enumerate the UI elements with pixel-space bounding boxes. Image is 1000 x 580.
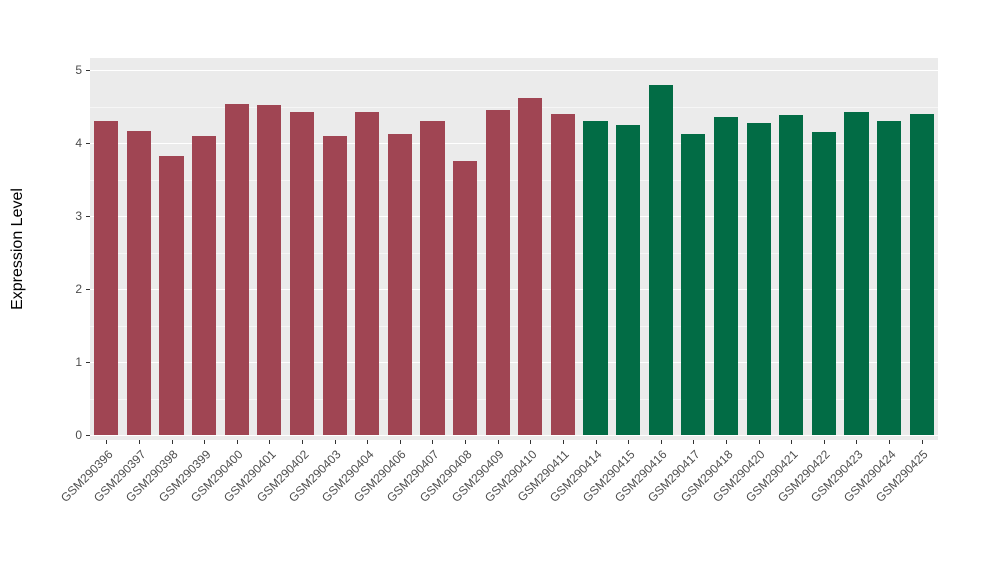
gridline-minor <box>90 325 938 327</box>
x-axis-tick-mark <box>302 440 303 444</box>
x-axis-tick-mark <box>758 440 760 444</box>
x-axis-tick-mark <box>367 440 369 444</box>
y-axis-tick-mark <box>86 362 90 363</box>
x-axis-tick-mark <box>693 440 695 444</box>
x-axis-tick-mark <box>399 440 401 444</box>
bar-GSM290400 <box>224 104 249 435</box>
y-axis-tick-label: 1 <box>75 355 82 369</box>
y-axis-tick-label: 5 <box>75 63 82 77</box>
bar-GSM290410 <box>518 97 543 435</box>
y-axis-tick-label: 0 <box>75 428 82 442</box>
x-axis-tick-mark <box>889 440 891 444</box>
y-axis-tick-label: 4 <box>75 136 82 150</box>
x-axis-tick-mark <box>595 440 597 444</box>
x-axis-tick-mark <box>465 440 467 444</box>
x-axis-tick-mark <box>726 440 727 444</box>
x-axis-tick-mark <box>106 440 108 444</box>
bar-GSM290411 <box>550 113 575 435</box>
bar-GSM290403 <box>322 135 347 435</box>
x-axis-tick-mark <box>823 440 825 444</box>
y-axis-tick-mark <box>86 70 90 71</box>
y-axis-tick-label: 3 <box>75 209 82 223</box>
x-axis-tick-mark <box>269 440 271 444</box>
bar-GSM290402 <box>289 112 315 435</box>
bar-GSM290422 <box>811 132 836 435</box>
x-axis-tick-mark <box>530 440 532 444</box>
bar-GSM290417 <box>681 134 706 435</box>
gridline-major <box>90 289 938 290</box>
x-axis-tick-mark <box>334 440 336 444</box>
gridline-major <box>90 435 938 436</box>
bar-GSM290397 <box>126 130 151 435</box>
x-axis-tick-mark <box>921 440 923 444</box>
bar-GSM290399 <box>192 135 217 435</box>
bar-GSM290401 <box>257 105 282 435</box>
x-axis-tick-mark <box>497 440 499 444</box>
x-axis-tick-mark <box>660 440 662 444</box>
x-axis-tick-mark <box>236 440 238 444</box>
gridline-major <box>90 362 938 363</box>
gridline-major <box>90 70 938 71</box>
bar-GSM290421 <box>779 115 804 435</box>
x-axis-tick-mark <box>204 440 206 444</box>
bar-GSM290398 <box>159 156 184 435</box>
bar-GSM290423 <box>844 112 869 435</box>
gridline-minor <box>90 179 938 181</box>
gridline-minor <box>90 106 938 108</box>
x-axis-tick-mark <box>628 440 630 444</box>
bar-GSM290424 <box>877 121 902 435</box>
x-axis-tick-mark <box>791 440 793 444</box>
y-axis-tick-mark <box>86 289 90 290</box>
gridline-minor <box>90 398 938 400</box>
x-axis-tick-mark <box>138 440 140 444</box>
gridline-major <box>90 216 938 217</box>
bar-GSM290416 <box>648 84 673 435</box>
bar-GSM290415 <box>616 124 641 435</box>
y-axis-tick-mark <box>86 435 90 436</box>
bar-GSM290407 <box>420 121 445 435</box>
x-axis-tick-mark <box>856 440 858 444</box>
y-axis-tick-label: 2 <box>75 282 82 296</box>
bar-GSM290414 <box>583 121 608 435</box>
plot-panel <box>90 58 938 440</box>
bar-GSM290408 <box>453 160 478 435</box>
bar-GSM290409 <box>485 110 510 435</box>
bar-GSM290418 <box>713 117 739 435</box>
x-axis-tick-mark <box>562 440 564 444</box>
bar-GSM290420 <box>746 123 771 435</box>
gridline-minor <box>90 252 938 254</box>
bar-GSM290404 <box>355 112 380 435</box>
bar-GSM290425 <box>909 113 934 435</box>
bar-GSM290396 <box>94 121 119 435</box>
y-axis-tick-mark <box>86 216 90 217</box>
bar-GSM290406 <box>387 133 412 435</box>
x-axis-tick-mark <box>171 440 173 444</box>
x-axis-tick-mark <box>432 440 434 444</box>
gridline-major <box>90 143 938 144</box>
y-axis-tick-mark <box>86 143 90 144</box>
